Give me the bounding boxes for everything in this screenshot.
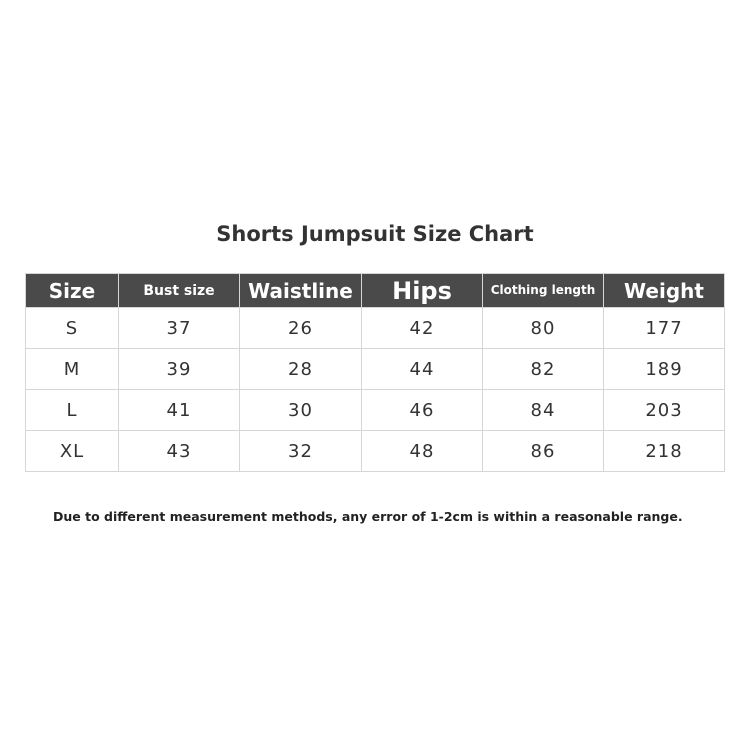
measurement-note: Due to different measurement methods, an… <box>53 509 683 524</box>
table-cell: 46 <box>361 389 483 431</box>
header-hips: Hips <box>361 273 483 308</box>
table-cell: 218 <box>603 430 725 472</box>
table-cell: 86 <box>482 430 604 472</box>
header-size: Size <box>25 273 119 308</box>
table-cell: 39 <box>118 348 240 390</box>
header-clothing-length: Clothing length <box>482 273 604 308</box>
table-cell: L <box>25 389 119 431</box>
table-cell: 37 <box>118 307 240 349</box>
table-cell: 28 <box>239 348 362 390</box>
header-row: Size Bust size Waistline Hips Clothing l… <box>25 273 725 308</box>
header-weight: Weight <box>603 273 725 308</box>
table-row: M 39 28 44 82 189 <box>25 348 725 390</box>
table-cell: 26 <box>239 307 362 349</box>
table-row: S 37 26 42 80 177 <box>25 307 725 349</box>
table-cell: XL <box>25 430 119 472</box>
table-row: XL 43 32 48 86 218 <box>25 430 725 472</box>
table-cell: 30 <box>239 389 362 431</box>
table-cell: 203 <box>603 389 725 431</box>
table-cell: 41 <box>118 389 240 431</box>
table-cell: 42 <box>361 307 483 349</box>
header-bust: Bust size <box>118 273 240 308</box>
table-cell: 189 <box>603 348 725 390</box>
table-cell: 177 <box>603 307 725 349</box>
header-waistline: Waistline <box>239 273 362 308</box>
table-cell: 82 <box>482 348 604 390</box>
table-cell: S <box>25 307 119 349</box>
table-cell: 80 <box>482 307 604 349</box>
page-title: Shorts Jumpsuit Size Chart <box>216 222 534 246</box>
table-cell: 32 <box>239 430 362 472</box>
table-cell: 43 <box>118 430 240 472</box>
table-cell: 48 <box>361 430 483 472</box>
table-cell: 84 <box>482 389 604 431</box>
size-chart-table: Size Bust size Waistline Hips Clothing l… <box>25 273 725 472</box>
table-cell: M <box>25 348 119 390</box>
table-row: L 41 30 46 84 203 <box>25 389 725 431</box>
table-cell: 44 <box>361 348 483 390</box>
